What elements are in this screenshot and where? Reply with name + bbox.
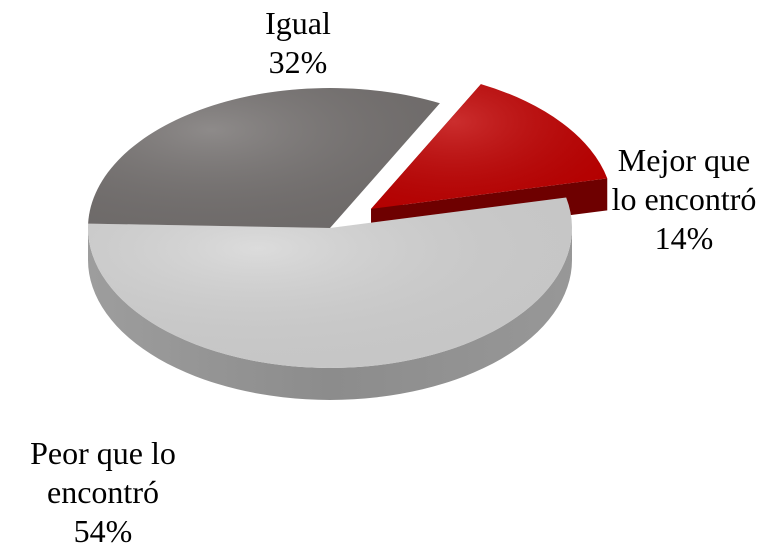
label-igual-line-1: Igual — [265, 5, 331, 41]
pie-slice-shading — [371, 84, 608, 209]
label-mejor: Mejor que lo encontró 14% — [598, 141, 770, 258]
pie-slice-shading — [88, 197, 573, 368]
pie-slice-shading — [88, 88, 440, 228]
label-mejor-value: 14% — [654, 220, 714, 256]
label-peor: Peor que lo encontró 54% — [8, 434, 198, 551]
pie-slice-wall — [88, 228, 572, 400]
label-mejor-line-2: lo encontró — [611, 181, 757, 217]
pie-top-layer — [88, 84, 608, 368]
label-mejor-line-1: Mejor que — [617, 142, 751, 178]
label-igual-value: 32% — [268, 44, 328, 80]
label-peor-value: 54% — [73, 513, 133, 549]
label-peor-line-1: Peor que lo — [30, 435, 176, 471]
label-igual: Igual 32% — [238, 4, 358, 82]
label-peor-line-2: encontró — [47, 474, 159, 510]
pie-slice-side-peor-que-lo-encontr — [88, 228, 572, 400]
